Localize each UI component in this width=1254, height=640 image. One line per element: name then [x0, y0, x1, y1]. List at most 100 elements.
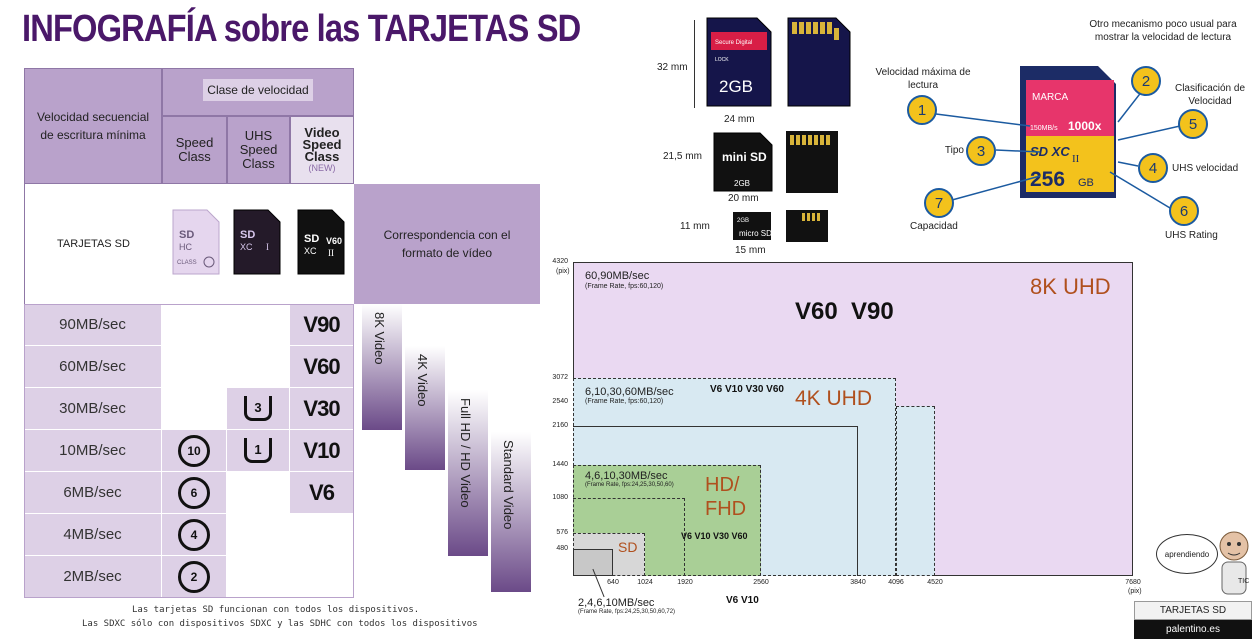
table-row-speed: 60MB/sec [24, 346, 162, 388]
avatar [1216, 528, 1252, 598]
video-class-symbol: V10 [303, 437, 340, 463]
video-class-symbol: V30 [303, 395, 340, 421]
region-4k-fps: (Frame Rate, fps:60,120) [585, 398, 664, 405]
y-tick-label: 2540 [552, 398, 568, 405]
micro-card-front: 2GB micro SD [731, 210, 773, 242]
x-tick-label: 2560 [753, 579, 769, 586]
mini-card-back [786, 131, 838, 193]
row-speed-label: 60MB/sec [59, 358, 126, 375]
region-sd-classes: V6 V10 [726, 595, 759, 606]
row-speed-class-cell [162, 388, 227, 430]
mini-height-label: 21,5 mm [663, 151, 702, 162]
video-class-symbol: V90 [303, 311, 340, 337]
region-sd-fps: (Frame Rate, fps:24,25,30,50,60,72) [578, 609, 676, 615]
row-uhs-cell [227, 346, 290, 388]
region-8k-name: 8K UHD [1030, 274, 1111, 299]
row-speed-class-cell: 2 [162, 556, 227, 598]
y-tick-label: 1440 [552, 461, 568, 468]
tic-label: TIC [1238, 578, 1250, 585]
x-axis-unit: (pix) [1128, 588, 1142, 595]
x-tick-label: 4096 [888, 579, 904, 586]
table-row-speed: 2MB/sec [24, 556, 162, 598]
row-speed-class-cell: 10 [162, 430, 227, 472]
brand-label-1: TARJETAS SD [1134, 601, 1252, 620]
chart-3840-line [573, 426, 858, 576]
card-diagram: MARCA 150MB/s 1000x SD XC II 256 GB [1018, 64, 1118, 200]
callout-label: Capacidad [910, 221, 958, 232]
row-uhs-cell: 3 [227, 388, 290, 430]
x-tick-label: 4520 [927, 579, 943, 586]
svg-text:II: II [1072, 153, 1080, 165]
callout-label: Otro mecanismo poco usual para mostrar l… [1089, 19, 1237, 43]
table-row-speed: 10MB/sec [24, 430, 162, 472]
row-uhs-cell [227, 514, 290, 556]
svg-text:SD XC: SD XC [1030, 144, 1070, 159]
row-speed-class-cell [162, 304, 227, 346]
aprendiendo-bubble: aprendiendo [1156, 534, 1218, 574]
row-speed-label: 6MB/sec [63, 484, 122, 501]
y-tick-label: 480 [556, 545, 568, 552]
format-bar-fullhd: Full HD / HD Video [448, 390, 488, 556]
region-4k-classes: V6 V10 V30 V60 [710, 384, 784, 395]
row-uhs-cell [227, 556, 290, 598]
video-class-symbol: V60 [303, 353, 340, 379]
header-speed-min: Velocidad secuencial de escritura mínima [24, 68, 162, 184]
mini-card-front: mini SD 2GB [712, 131, 774, 193]
y-tick-label: 1080 [552, 494, 568, 501]
callout-label: Velocidad máxima de lectura [875, 67, 971, 91]
svg-text:SD: SD [304, 233, 319, 245]
callout-number: 5 [1178, 109, 1208, 139]
svg-text:2GB: 2GB [719, 77, 753, 96]
svg-text:1000x: 1000x [1068, 119, 1102, 133]
row-speed-label: 30MB/sec [59, 400, 126, 417]
row-uhs-cell [227, 472, 290, 514]
x-tick-label: 3840 [850, 579, 866, 586]
row-video-class-cell: V90 [290, 304, 354, 346]
region-hd-name: HD/ FHD [705, 474, 747, 520]
callout-label: UHS Rating [1165, 230, 1218, 241]
svg-text:256: 256 [1030, 168, 1065, 191]
y-tick-label: 4320 [552, 258, 568, 265]
x-tick-label: 640 [607, 579, 619, 586]
callout-label: Clasificación de Velocidad [1174, 83, 1246, 107]
region-hd-fps: (Frame Rate, fps:24,25,30,50,60) [585, 482, 674, 488]
chart-1080-line [573, 498, 685, 576]
sdxc-card-image: SD XC I [232, 208, 282, 276]
x-tick-label: 7680 [1125, 579, 1141, 586]
callout-number: 1 [907, 95, 937, 125]
mini-width-label: 20 mm [728, 193, 759, 204]
row-speed-class-cell [162, 346, 227, 388]
row-video-class-cell: V60 [290, 346, 354, 388]
svg-text:2GB: 2GB [734, 179, 750, 188]
format-bar-4k: 4K Video [405, 346, 445, 470]
row-uhs-cell [227, 304, 290, 346]
speed-class-symbol: 6 [178, 476, 210, 509]
region-hd-classes: V6 V10 V30 V60 [681, 531, 748, 541]
sd-card-back [786, 16, 852, 108]
row-speed-label: 90MB/sec [59, 316, 126, 333]
row-uhs-cell: 1 [227, 430, 290, 472]
micro-height-label: 11 mm [680, 221, 710, 232]
y-tick-label: 2160 [552, 422, 568, 429]
sd-height-dim [694, 20, 695, 108]
svg-text:2GB: 2GB [737, 218, 749, 224]
svg-text:HC: HC [179, 242, 192, 252]
micro-card-back [786, 210, 828, 242]
callout-lines [935, 85, 1181, 209]
y-tick-label: 576 [556, 529, 568, 536]
region-hd-speeds: 4,6,10,30MB/sec [585, 470, 668, 482]
sdhc-card-image: SD HC CLASS [171, 208, 221, 276]
callout-number: 4 [1138, 153, 1168, 183]
row-speed-label: 4MB/sec [63, 526, 122, 543]
header-video-class: Video Speed Class (NEW) [290, 116, 354, 184]
table-row-speed: 4MB/sec [24, 514, 162, 556]
header-speed-class: Speed Class [162, 116, 227, 184]
speed-class-symbol: 4 [178, 518, 210, 551]
y-tick-label: 3072 [552, 374, 568, 381]
uhs-class-symbol: 3 [244, 396, 272, 421]
region-4k-name: 4K UHD [795, 387, 873, 410]
callout-number: 6 [1169, 196, 1199, 226]
svg-text:150MB/s: 150MB/s [1030, 125, 1058, 132]
region-8k-fps: (Frame Rate, fps:60,120) [585, 283, 664, 290]
callout-label: Tipo [944, 145, 964, 156]
